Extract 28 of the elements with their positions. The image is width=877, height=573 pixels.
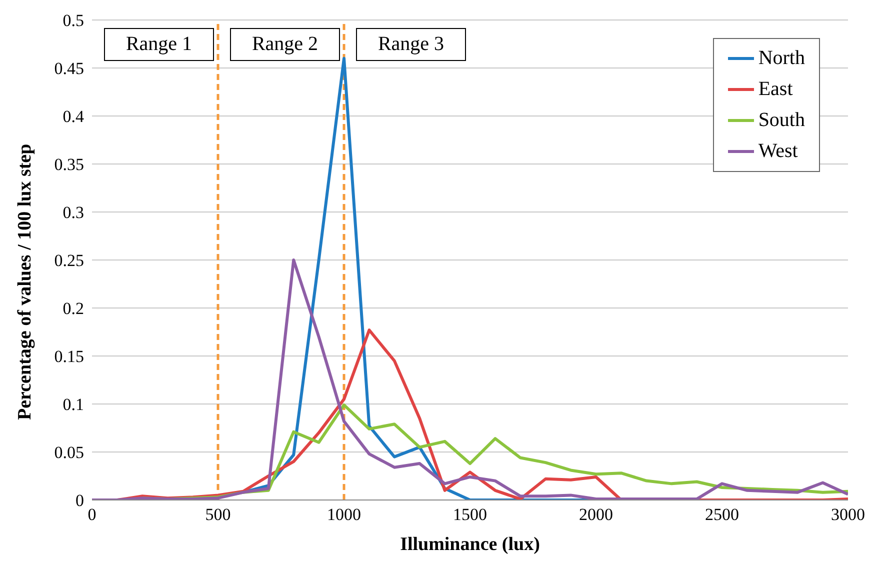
y-tick-label: 0.4: [62, 107, 84, 126]
y-tick-label: 0.35: [54, 155, 84, 174]
line-series: [92, 258, 848, 500]
x-axis-title: Illuminance (lux): [400, 534, 540, 555]
x-tick-label: 2500: [705, 505, 739, 524]
annotation: Range 2: [230, 28, 340, 61]
x-tick-label: 1500: [453, 505, 487, 524]
y-tick-label: 0.45: [54, 59, 84, 78]
x-tick-label: 2000: [579, 505, 613, 524]
legend-label: East: [758, 77, 793, 102]
y-axis-title: Percentage of values / 100 lux step: [14, 144, 36, 420]
y-tick-label: 0.5: [62, 11, 84, 30]
annotation: Range 3: [356, 28, 466, 61]
annotation: Range 1: [104, 28, 214, 61]
x-tick-label: 500: [205, 505, 231, 524]
legend-label: North: [758, 46, 805, 71]
y-tick-label: 0.05: [54, 443, 84, 462]
legend-label: West: [758, 139, 798, 164]
x-tick-label: 0: [88, 505, 96, 524]
legend-label: South: [758, 108, 805, 133]
y-tick-label: 0: [76, 491, 84, 510]
y-tick-label: 0.3: [62, 203, 84, 222]
y-tick-label: 0.15: [54, 347, 84, 366]
y-tick-label: 0.1: [62, 395, 84, 414]
y-tick-label: 0.25: [54, 251, 84, 270]
y-tick-label: 0.2: [62, 299, 84, 318]
x-tick-label: 3000: [831, 505, 865, 524]
x-tick-label: 1000: [327, 505, 361, 524]
